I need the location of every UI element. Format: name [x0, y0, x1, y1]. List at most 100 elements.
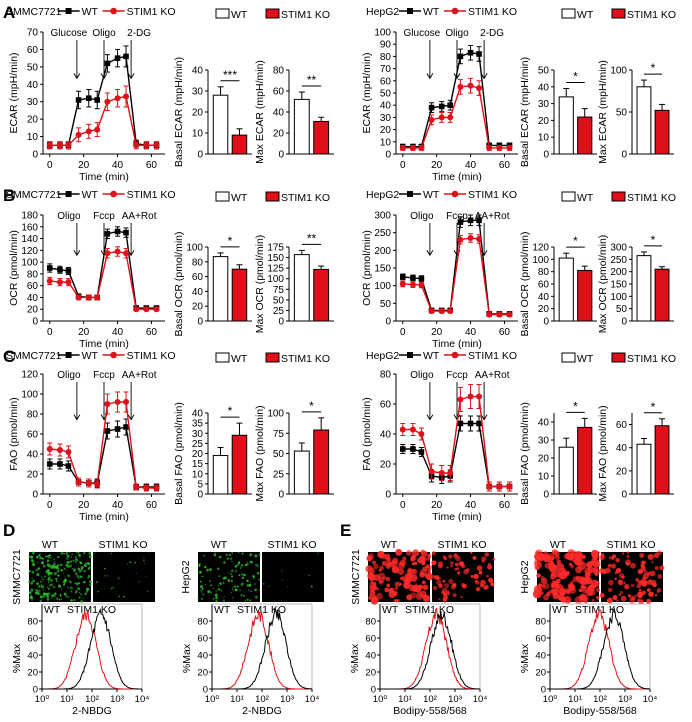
cell-spot [659, 565, 665, 571]
y-tick-label: 20 [192, 108, 204, 119]
y-tick-label: 20 [27, 668, 38, 679]
cell-spot [470, 551, 473, 554]
data-point-ko [123, 93, 130, 100]
cell-spot [394, 581, 401, 588]
cell-spot [434, 575, 440, 580]
cell-spot [52, 585, 56, 589]
cell-spot [624, 584, 630, 590]
cell-spot [42, 594, 46, 598]
cell-spot [654, 593, 658, 597]
cell-spot [492, 557, 496, 561]
image-label-wt: WT [211, 539, 228, 551]
legend-ko-label: STIM1 KO [281, 353, 330, 365]
cell-spot [368, 593, 377, 601]
cell-spot [488, 577, 494, 583]
y-tick-label: 30 [538, 436, 550, 447]
cell-spot [39, 553, 41, 555]
cell-spot [200, 585, 203, 588]
cell-spot [83, 569, 86, 573]
x-tick-label: 0 [400, 160, 406, 171]
data-point-ko [153, 485, 160, 491]
y-tick-label: 15 [192, 459, 204, 470]
data-point-wt [399, 446, 406, 452]
x-tick-label: 10¹ [398, 694, 412, 705]
cell-spot [241, 573, 244, 576]
y-tick-label: 100 [610, 66, 627, 77]
y-tick-label: 50 [616, 304, 628, 315]
cell-spot [623, 581, 626, 585]
y-tick-label: 20 [27, 470, 39, 481]
cell-spot [254, 554, 258, 558]
legend-ko-marker [110, 190, 117, 198]
y-tick-label: 0 [385, 317, 391, 328]
y-tick-label: 30 [192, 429, 204, 440]
cell-spot [220, 590, 222, 592]
x-tick-label: 60 [499, 500, 511, 511]
cell-spot [87, 574, 91, 578]
cell-spot [595, 596, 600, 600]
data-point-ko [418, 431, 425, 437]
cell-spot [122, 595, 124, 597]
y-tick-label: 120 [532, 243, 549, 254]
histogram-ko [42, 609, 142, 690]
legend-wt-box [561, 352, 576, 363]
bar-ko [313, 268, 330, 322]
y-tick-label: 5 [197, 479, 203, 490]
cell-spot [432, 585, 438, 591]
cell-spot [232, 597, 234, 599]
data-point-ko [75, 479, 82, 485]
cell-spot [386, 557, 391, 562]
legend-ko-marker [451, 190, 459, 198]
cell-spot [55, 580, 58, 582]
cell-spot [543, 551, 548, 556]
data-point-wt [104, 231, 111, 237]
data-point-ko [438, 470, 445, 476]
cell-spot [228, 572, 230, 574]
data-point-ko [476, 236, 483, 243]
cell-spot [238, 574, 241, 577]
cell-spot [448, 554, 453, 559]
data-point-wt [123, 53, 129, 60]
cell-spot [571, 550, 578, 557]
cell-spot [57, 570, 60, 573]
cell-spot [298, 584, 300, 586]
cell-spot [454, 567, 457, 571]
data-point-ko [133, 484, 140, 490]
cell-spot [82, 597, 84, 600]
cell-spot [437, 560, 444, 567]
data-point-ko [123, 250, 130, 257]
y-tick-label: 10 [380, 137, 392, 148]
y-tick-label: 30 [380, 113, 392, 124]
data-point-ko [85, 128, 92, 135]
cell-spot [74, 555, 77, 558]
cell-line-label: HepG2 [366, 189, 399, 201]
injection-arrowhead [73, 73, 81, 80]
cell-spot [74, 561, 77, 564]
panel-label: B [3, 186, 15, 205]
bar-ko [313, 429, 330, 495]
cell-spot [241, 552, 244, 555]
cell-spot [604, 567, 611, 574]
injection-arrowhead [73, 250, 81, 257]
cell-spot [29, 552, 31, 554]
cell-spot [301, 569, 302, 570]
cell-spot [28, 569, 31, 573]
cell-spot [431, 560, 436, 566]
data-point-ko [447, 114, 454, 121]
cell-spot [42, 589, 44, 591]
cell-spot [207, 590, 211, 593]
cell-spot [61, 553, 63, 556]
cell-spot [42, 564, 46, 568]
legend-wt-box [215, 8, 230, 19]
cell-spot [47, 586, 49, 589]
cell-spot [56, 597, 59, 600]
y-tick-label: 0 [197, 150, 203, 161]
y-axis-label: Max ECAR (mpH/min) [597, 60, 609, 164]
cell-spot [77, 567, 79, 569]
cell-spot [410, 554, 417, 562]
cell-spot [44, 575, 47, 578]
cell-spot [38, 589, 41, 592]
x-tick-label: 10⁴ [305, 694, 320, 705]
cell-spot [45, 571, 48, 574]
data-point-ko [506, 483, 513, 490]
